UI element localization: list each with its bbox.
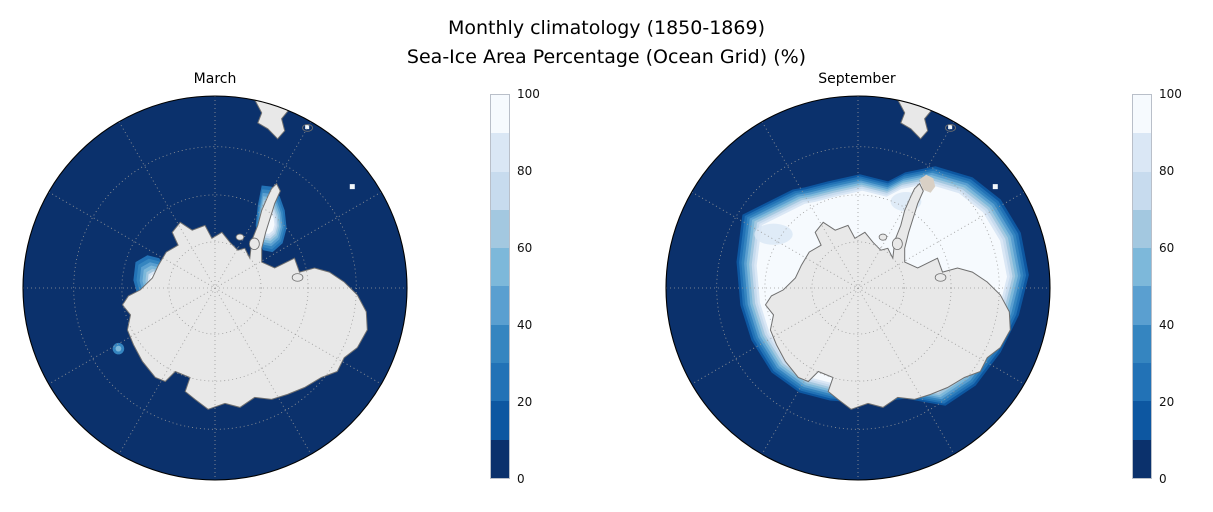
bare-patch xyxy=(919,174,936,193)
island-cell xyxy=(305,125,310,130)
coastal-island xyxy=(248,237,260,251)
colorbar-segment xyxy=(1133,324,1151,364)
colorbar-segment xyxy=(1133,401,1151,440)
map-september xyxy=(665,95,1051,481)
coastal-island xyxy=(235,233,245,241)
colorbar-tick-label: 100 xyxy=(517,87,540,101)
colorbar-segment xyxy=(1133,439,1151,478)
colorbar-segment xyxy=(491,171,509,210)
map-content xyxy=(666,96,1050,480)
colorbar-tick-label: 20 xyxy=(1159,395,1175,409)
colorbar-tick-label: 0 xyxy=(1159,472,1167,486)
colorbar-segment xyxy=(491,324,509,364)
colorbar-tick-label: 80 xyxy=(517,164,533,178)
island-outline xyxy=(945,123,956,132)
map-content xyxy=(23,96,407,480)
colorbar-tick-label: 100 xyxy=(1159,87,1182,101)
colorbar-september xyxy=(1132,94,1152,479)
colorbar-segment xyxy=(1133,248,1151,287)
colorbar-tick-label: 0 xyxy=(517,472,525,486)
colorbar-segment xyxy=(1133,286,1151,325)
colorbar-segment xyxy=(1133,363,1151,402)
island-outline xyxy=(302,123,313,132)
colorbar-segment xyxy=(491,133,509,172)
colorbar-segment xyxy=(491,209,509,249)
colorbar-segment xyxy=(491,286,509,325)
colorbar-segment xyxy=(491,439,509,478)
colorbar-segment xyxy=(1133,95,1151,134)
figure-title-line1: Monthly climatology (1850-1869) xyxy=(448,17,765,39)
colorbar-tick-label: 60 xyxy=(1159,241,1175,255)
colorbar-segment xyxy=(1133,133,1151,172)
colorbar-tick-label: 40 xyxy=(517,318,533,332)
colorbar-segment xyxy=(491,248,509,287)
antarctica-landmass xyxy=(764,182,1011,410)
ice-shelf-outline xyxy=(934,273,947,282)
antarctica-landmass xyxy=(121,182,368,410)
figure-title-line2: Sea-Ice Area Percentage (Ocean Grid) (%) xyxy=(406,46,807,68)
colorbar-tick-label: 80 xyxy=(1159,164,1175,178)
figure-title: Monthly climatology (1850-1869) Sea-Ice … xyxy=(0,14,1213,72)
island-cell xyxy=(992,184,998,190)
colorbar-tick-label: 20 xyxy=(517,395,533,409)
island-cell xyxy=(948,125,953,130)
colorbar-tick-label: 40 xyxy=(1159,318,1175,332)
island-cell xyxy=(349,184,355,190)
ice-shelf-outline xyxy=(291,273,304,282)
map-boundary xyxy=(22,95,408,481)
colorbar-tick-label: 60 xyxy=(517,241,533,255)
panel-title-march: March xyxy=(193,71,237,87)
colorbar-march xyxy=(490,94,510,479)
colorbar-segment xyxy=(491,401,509,440)
colorbar-segment xyxy=(491,363,509,402)
colorbar-segment xyxy=(1133,171,1151,210)
map-march xyxy=(22,95,408,481)
coastal-island xyxy=(891,237,903,251)
coastal-island xyxy=(878,233,888,241)
map-boundary xyxy=(665,95,1051,481)
colorbar-segment xyxy=(491,95,509,134)
panel-title-september: September xyxy=(818,71,896,87)
colorbar-segment xyxy=(1133,209,1151,249)
